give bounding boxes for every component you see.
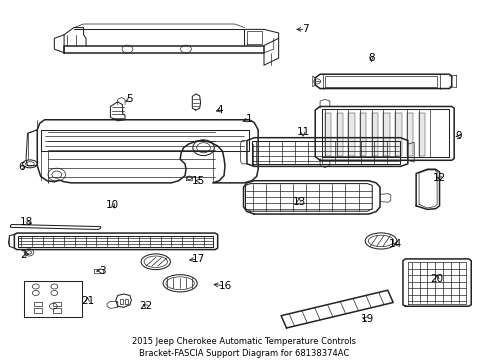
Bar bbox=[371, 113, 377, 156]
Text: 2: 2 bbox=[20, 249, 27, 260]
Text: 6: 6 bbox=[18, 162, 24, 172]
Text: 17: 17 bbox=[191, 254, 204, 264]
Text: 3: 3 bbox=[99, 266, 105, 276]
Bar bbox=[394, 113, 401, 156]
Text: 20: 20 bbox=[429, 274, 443, 284]
Text: 21: 21 bbox=[81, 296, 94, 306]
Bar bbox=[347, 113, 354, 156]
Text: 12: 12 bbox=[432, 173, 445, 183]
Text: 16: 16 bbox=[218, 281, 231, 291]
Bar bbox=[34, 302, 41, 306]
Text: 9: 9 bbox=[455, 131, 462, 141]
Text: 4: 4 bbox=[216, 105, 223, 115]
Text: 15: 15 bbox=[191, 176, 204, 186]
Text: 10: 10 bbox=[106, 200, 119, 210]
Bar bbox=[94, 269, 103, 273]
Text: 7: 7 bbox=[302, 24, 308, 35]
Bar bbox=[53, 309, 61, 313]
Bar bbox=[124, 299, 128, 305]
Text: 5: 5 bbox=[126, 94, 133, 104]
Bar bbox=[24, 281, 81, 317]
Bar bbox=[53, 302, 61, 306]
Bar bbox=[383, 113, 389, 156]
Bar bbox=[406, 113, 412, 156]
Text: 8: 8 bbox=[367, 53, 374, 63]
Bar bbox=[120, 299, 123, 305]
Text: 1: 1 bbox=[245, 114, 252, 124]
Bar bbox=[418, 113, 424, 156]
Bar bbox=[359, 113, 366, 156]
Text: 14: 14 bbox=[388, 239, 402, 249]
Bar bbox=[325, 113, 330, 156]
Text: 18: 18 bbox=[20, 217, 33, 227]
Text: 11: 11 bbox=[296, 127, 309, 136]
Text: 13: 13 bbox=[292, 197, 305, 207]
Bar bbox=[34, 309, 41, 313]
Text: 2015 Jeep Cherokee Automatic Temperature Controls
Bracket-FASCIA Support Diagram: 2015 Jeep Cherokee Automatic Temperature… bbox=[132, 337, 356, 357]
Text: 19: 19 bbox=[360, 314, 373, 324]
Bar bbox=[336, 113, 342, 156]
Text: 22: 22 bbox=[139, 301, 152, 311]
